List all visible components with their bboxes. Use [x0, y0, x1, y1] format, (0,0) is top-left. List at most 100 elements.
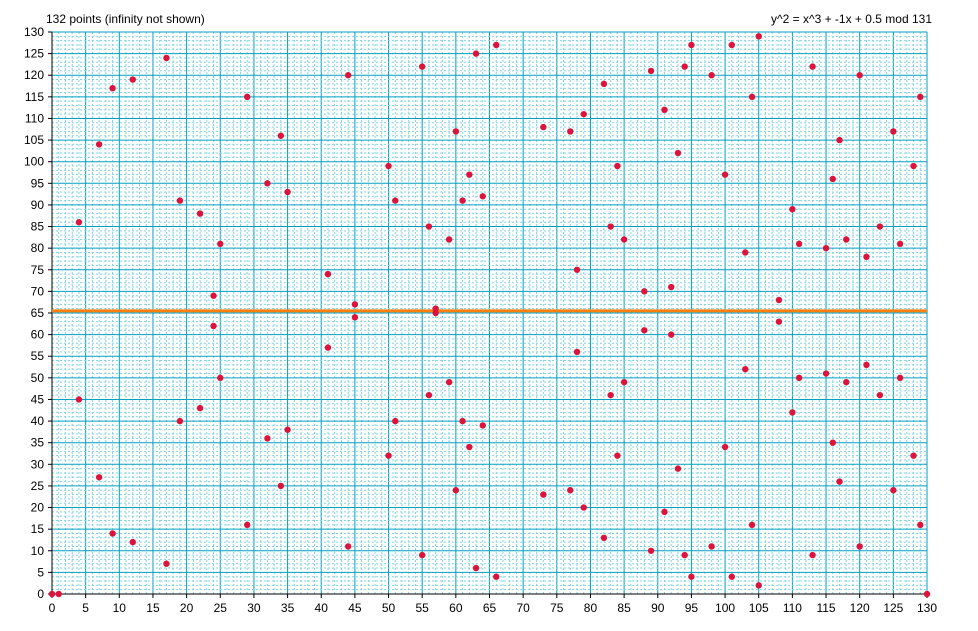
- y-tick-label: 55: [31, 349, 45, 363]
- data-point: [567, 128, 574, 135]
- x-tick-label: 60: [449, 601, 463, 615]
- data-point: [392, 417, 399, 425]
- data-point: [459, 417, 466, 425]
- data-point: [217, 374, 224, 382]
- data-point: [775, 318, 783, 325]
- x-tick-label: 90: [651, 601, 665, 615]
- data-point: [843, 378, 850, 386]
- x-tick-label: 65: [483, 601, 497, 615]
- data-point: [789, 206, 796, 213]
- data-point: [452, 487, 460, 494]
- x-tick-label: 40: [315, 601, 329, 615]
- data-point: [641, 327, 648, 334]
- data-point: [243, 521, 251, 529]
- data-point: [277, 132, 285, 139]
- data-point: [392, 197, 399, 204]
- y-tick-label: 60: [31, 328, 45, 342]
- x-tick-label: 100: [715, 601, 735, 615]
- x-tick-label: 25: [214, 601, 228, 615]
- y-tick-label: 70: [31, 284, 45, 298]
- data-point: [109, 530, 116, 537]
- data-point: [822, 370, 830, 377]
- data-point: [917, 93, 924, 101]
- data-point: [748, 521, 756, 529]
- data-point: [728, 41, 736, 49]
- x-tick-label: 110: [783, 601, 802, 615]
- data-point: [385, 452, 392, 459]
- data-point: [580, 504, 587, 511]
- data-point: [910, 162, 917, 170]
- data-point: [614, 162, 621, 170]
- y-tick-label: 40: [31, 414, 45, 428]
- data-point: [836, 136, 843, 144]
- x-tick-label: 35: [281, 601, 295, 615]
- data-point: [284, 426, 291, 433]
- x-tick-label: 20: [180, 601, 194, 615]
- data-point: [425, 223, 433, 230]
- data-point: [755, 33, 762, 40]
- data-point: [775, 296, 783, 304]
- x-tick-label: 85: [617, 601, 631, 615]
- data-point: [75, 219, 83, 226]
- y-tick-label: 50: [31, 371, 45, 385]
- data-point: [284, 188, 291, 196]
- y-tick-label: 20: [31, 501, 45, 515]
- data-point: [742, 249, 749, 256]
- data-point: [567, 487, 574, 494]
- data-point: [55, 590, 62, 598]
- data-point: [708, 72, 715, 79]
- data-point: [836, 478, 843, 485]
- data-point: [264, 180, 271, 187]
- data-point: [789, 409, 796, 416]
- data-point: [641, 288, 648, 295]
- x-tick-label: 105: [749, 601, 769, 615]
- data-point: [109, 85, 116, 92]
- data-point: [445, 378, 453, 386]
- x-tick-labels: 0 5 10 15 20 25 30 35 40 45 50 55 60 65 70 75 80 85 90 95 10…: [49, 594, 937, 615]
- data-point: [856, 72, 863, 79]
- data-point: [890, 128, 897, 135]
- y-tick-label: 75: [31, 263, 45, 277]
- data-point: [876, 223, 884, 230]
- data-point: [708, 543, 715, 550]
- y-tick-label: 45: [31, 392, 45, 406]
- data-point: [923, 590, 931, 598]
- x-tick-label: 70: [516, 601, 530, 615]
- x-tick-label: 55: [416, 601, 430, 615]
- data-point: [573, 266, 581, 273]
- data-point: [459, 197, 466, 204]
- data-point: [721, 171, 729, 178]
- data-point: [647, 547, 655, 554]
- data-point: [466, 443, 473, 451]
- y-tick-label: 0: [37, 587, 44, 601]
- y-tick-label: 120: [24, 68, 44, 82]
- data-point: [163, 54, 170, 62]
- data-point: [210, 292, 217, 299]
- y-tick-label: 25: [31, 479, 45, 493]
- y-tick-label: 10: [31, 544, 45, 558]
- data-point: [809, 63, 816, 70]
- data-point: [890, 487, 897, 494]
- data-point: [445, 236, 453, 243]
- data-point: [243, 93, 251, 101]
- data-point: [721, 443, 729, 451]
- data-point: [176, 417, 184, 425]
- data-points: [48, 33, 931, 598]
- data-point: [493, 41, 500, 49]
- data-point: [620, 236, 628, 243]
- y-tick-label: 5: [37, 565, 44, 579]
- data-point: [418, 63, 426, 70]
- data-point: [493, 573, 500, 580]
- data-point: [129, 538, 136, 546]
- data-point: [217, 240, 224, 248]
- data-point: [863, 253, 870, 260]
- data-point: [129, 76, 136, 83]
- data-point: [75, 396, 83, 403]
- y-tick-label: 30: [31, 457, 45, 471]
- data-point: [607, 223, 614, 230]
- data-point: [910, 452, 917, 459]
- point-count-label: 132 points (infinity not shown): [46, 12, 205, 26]
- data-point: [728, 573, 736, 580]
- data-point: [540, 123, 547, 131]
